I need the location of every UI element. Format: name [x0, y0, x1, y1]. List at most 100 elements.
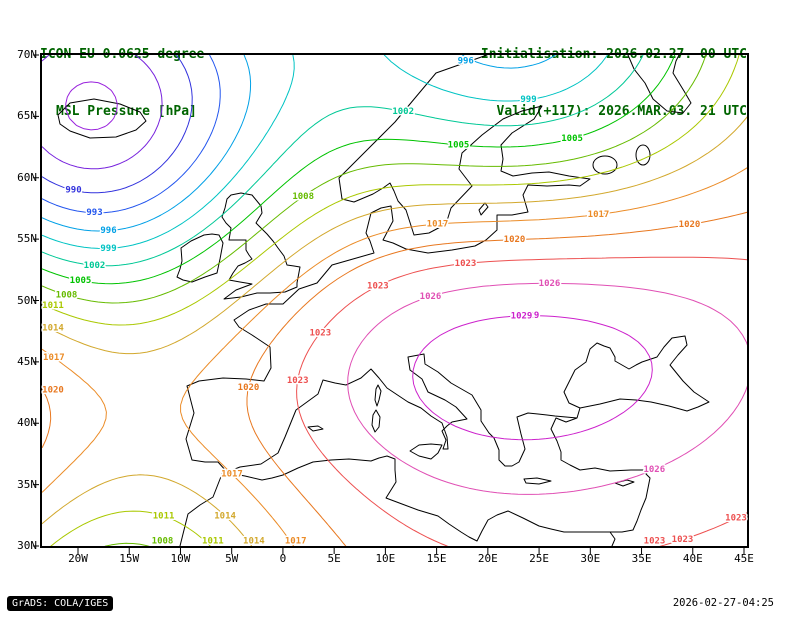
isobar-label: 1002: [392, 107, 414, 117]
isobar-1014: [42, 116, 747, 546]
lat-tick-label: 30N: [17, 539, 37, 552]
isobar-label: 1014: [214, 512, 236, 522]
isobar-label: 1026: [539, 279, 561, 289]
isobar-label: 1005: [561, 134, 583, 144]
lake-onega: [635, 144, 651, 166]
isobar-label: 1023: [455, 259, 477, 269]
coastline-britain: [221, 192, 301, 300]
coastline-balearics: [307, 425, 324, 432]
isobar-990: [42, 55, 193, 194]
isobar-label: 1020: [679, 220, 701, 230]
coastline-gotland: [478, 202, 489, 216]
isobar-1005: [42, 55, 676, 285]
lat-tick-label: 55N: [17, 232, 37, 246]
isobar-label: 1017: [285, 537, 307, 547]
isobar-label: 993: [86, 208, 102, 218]
isobar-label: 1026: [420, 292, 442, 302]
isobar-label: 1014: [42, 324, 64, 334]
creation-timestamp: 2026-02-27-04:25: [672, 597, 774, 609]
lake-ladoga: [592, 155, 618, 175]
isobar-label: 1017: [427, 220, 449, 230]
isobar-label: 999: [520, 95, 536, 105]
isobar-label: 996: [458, 57, 474, 67]
map-frame: 990 993 996 999 1002 1005 1008 1011 1014 1017 1020…: [33, 53, 749, 554]
isobar-label: 1029: [511, 311, 533, 321]
isobar-1023: [296, 256, 747, 546]
isobar-1002: [42, 55, 644, 267]
coastline-ireland: [176, 233, 224, 283]
contour-labels: 9909939969991002100510081011101410171020…: [41, 55, 749, 548]
isobar-label: 1005: [448, 140, 470, 150]
isobar-label: 1008: [152, 537, 174, 547]
isobar-label: 1011: [153, 512, 175, 522]
coastline-crete: [523, 477, 552, 485]
isobar-987: [42, 55, 163, 170]
isobar-label: 1023: [725, 513, 747, 523]
isobar-1029: [412, 315, 653, 441]
isobar-label: 1020: [238, 383, 260, 393]
isobar-label: 1011: [42, 301, 64, 311]
lat-tick-label: 40N: [17, 416, 37, 430]
valid-time: Valid(+117): 2026.MAR.03. 21 UTC: [496, 104, 747, 119]
isobar-1026: [347, 282, 747, 495]
isobar-contours: [42, 55, 747, 546]
isobar-label: 1017: [588, 210, 610, 220]
isobar-label: 1020: [504, 235, 526, 245]
coastline-mainland: [179, 54, 710, 547]
lon-tick-label: 20E: [477, 552, 498, 565]
isobar-label: 1026: [420, 292, 442, 302]
lat-tick-label: 70N: [17, 48, 37, 61]
isobar-label: 1023: [672, 535, 694, 545]
isobar-label: 996: [100, 226, 116, 236]
pressure-contour-map: 9909939969991002100510081011101410171020…: [33, 54, 749, 554]
coastline-cyprus: [614, 479, 635, 487]
lat-tick-label: 35N: [17, 477, 37, 491]
isobar-1020: [42, 211, 747, 546]
isobar-label: 1008: [292, 192, 314, 202]
isobar-label: 990: [65, 186, 81, 196]
lat-tick-label: 50N: [17, 293, 37, 307]
grads-credit: GrADS: COLA/IGES: [7, 596, 114, 611]
isobar-999: [42, 55, 608, 249]
isobar-label: 1002: [84, 261, 106, 271]
isobar-label: 1023: [367, 281, 389, 291]
isobar-label: 1005: [70, 276, 92, 286]
isobar-label: 1011: [202, 537, 224, 547]
lat-tick-label: 65N: [17, 109, 37, 123]
isobar-label: 1023: [287, 376, 309, 386]
field-title: MSL Pressure [hPa]: [56, 104, 197, 119]
lon-tick-label: 5W: [225, 552, 239, 565]
lat-tick-label: 60N: [17, 170, 37, 184]
lon-tick-label: 35E: [631, 552, 652, 565]
lon-tick-label: 5E: [327, 552, 341, 565]
lon-tick-label: 25E: [529, 552, 549, 565]
isobar-label: 999: [100, 244, 116, 254]
lon-tick-label: 0: [279, 552, 287, 565]
isobar-label: 1020: [42, 385, 64, 395]
isobar-984: [65, 81, 118, 131]
isobar-label: 1017: [221, 470, 243, 480]
coastline-sicily: [409, 443, 443, 460]
coastline-white-sea: [627, 54, 692, 114]
lon-tick-label: 20W: [68, 552, 88, 565]
isobar-label: 1017: [43, 353, 65, 363]
coastline-iceland: [57, 98, 147, 139]
isobar-993: [42, 55, 221, 214]
isobar-label: 1026: [643, 465, 665, 475]
isobar-label: 1014: [243, 537, 265, 547]
isobar-1008: [42, 55, 707, 546]
isobar-label: 1023: [644, 537, 666, 547]
lon-tick-label: 15E: [426, 552, 447, 565]
coastlines: [57, 54, 710, 547]
isobar-1017: [42, 167, 747, 546]
lon-tick-label: 30E: [580, 552, 601, 565]
lon-tick-label: 15W: [119, 552, 140, 565]
isobar-label: 1008: [56, 291, 78, 301]
isobar-1011: [42, 55, 740, 546]
isobar-label: 1029: [518, 311, 540, 321]
coastline-sinai: [609, 531, 616, 547]
axis-ticks: [33, 54, 745, 554]
lon-tick-label: 40E: [682, 552, 703, 565]
isobar-label: 1023: [309, 328, 331, 338]
